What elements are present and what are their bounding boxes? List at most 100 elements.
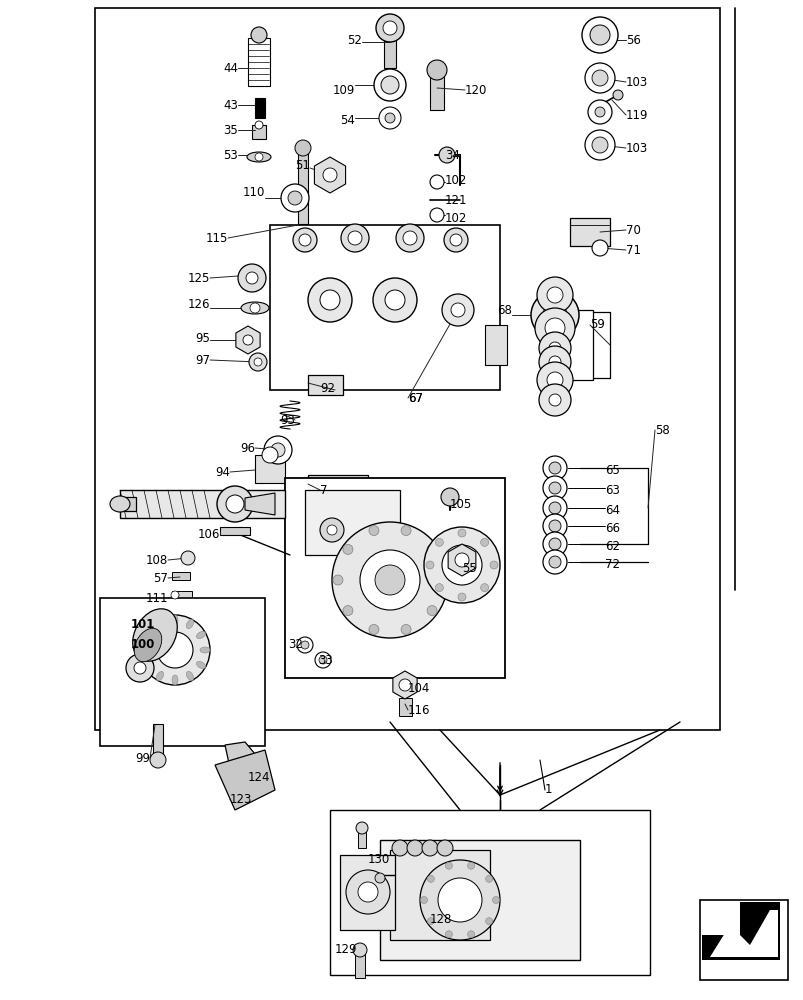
Circle shape [332,522,447,638]
Circle shape [542,514,566,538]
Circle shape [542,550,566,574]
Bar [270,225,499,390]
Circle shape [373,69,406,101]
Text: 103: 103 [626,142,647,155]
Bar [430,72,443,110]
Circle shape [385,113,394,123]
Circle shape [538,346,570,378]
Bar [569,218,609,246]
Circle shape [438,147,454,163]
Circle shape [419,860,499,940]
Circle shape [343,544,353,554]
Bar [554,310,593,380]
Circle shape [360,550,419,610]
Circle shape [594,107,604,117]
Circle shape [536,277,573,313]
Bar [120,490,284,518]
Ellipse shape [196,631,206,639]
Bar [153,724,163,762]
Circle shape [381,76,398,94]
Circle shape [263,436,291,464]
Circle shape [548,482,560,494]
Text: 43: 43 [223,99,238,112]
Circle shape [542,496,566,520]
Circle shape [401,624,410,634]
Polygon shape [393,671,417,699]
Circle shape [374,565,405,595]
Text: 58: 58 [654,424,669,436]
Polygon shape [701,902,779,960]
Circle shape [251,27,267,43]
Text: 128: 128 [430,913,452,926]
Text: 97: 97 [195,354,210,366]
Circle shape [548,394,560,406]
Text: 109: 109 [332,84,355,97]
Circle shape [612,90,622,100]
Text: 106: 106 [198,528,220,542]
Text: 1: 1 [544,783,552,796]
Circle shape [548,502,560,514]
Circle shape [320,518,344,542]
Text: 7: 7 [320,484,327,496]
Circle shape [435,538,442,546]
Circle shape [126,654,154,682]
Text: 104: 104 [407,682,430,694]
Ellipse shape [186,619,194,629]
Circle shape [538,384,570,416]
Circle shape [585,130,614,160]
Circle shape [542,456,566,480]
Circle shape [581,17,618,53]
Circle shape [287,191,302,205]
Circle shape [591,240,607,256]
Circle shape [243,335,253,345]
Text: 66: 66 [604,522,619,534]
Circle shape [271,443,284,457]
Text: 63: 63 [604,484,619,496]
Text: 110: 110 [243,186,265,198]
Circle shape [435,584,442,592]
Circle shape [542,303,566,327]
Circle shape [332,575,343,585]
Circle shape [281,184,308,212]
Circle shape [171,591,179,599]
Circle shape [255,121,263,129]
Text: 100: 100 [130,639,155,652]
Text: 67: 67 [407,391,422,404]
Text: 57: 57 [153,572,168,584]
Bar [284,478,504,678]
Polygon shape [314,157,345,193]
Circle shape [427,875,434,882]
Ellipse shape [145,661,153,669]
Circle shape [250,303,259,313]
Text: 92: 92 [320,381,335,394]
Circle shape [396,224,423,252]
Circle shape [299,234,311,246]
Bar [251,125,266,139]
Text: 96: 96 [240,442,255,454]
Text: 72: 72 [604,558,619,570]
Bar [298,148,308,224]
Polygon shape [235,326,260,354]
Bar [95,8,719,730]
Circle shape [458,529,466,537]
Circle shape [426,606,437,616]
Bar [247,38,270,86]
Circle shape [546,287,562,303]
Text: 123: 123 [230,793,252,806]
Circle shape [369,624,378,634]
Text: 52: 52 [347,34,361,47]
Text: 33: 33 [318,654,332,666]
Circle shape [385,290,405,310]
Circle shape [589,25,609,45]
Circle shape [426,561,434,569]
Text: 102: 102 [444,174,467,187]
Circle shape [534,308,574,348]
Circle shape [376,14,403,42]
Bar [172,591,192,600]
Polygon shape [214,750,275,810]
Text: 56: 56 [626,34,640,47]
Circle shape [292,228,316,252]
Polygon shape [447,544,475,576]
Bar [398,698,411,716]
Circle shape [426,544,437,554]
